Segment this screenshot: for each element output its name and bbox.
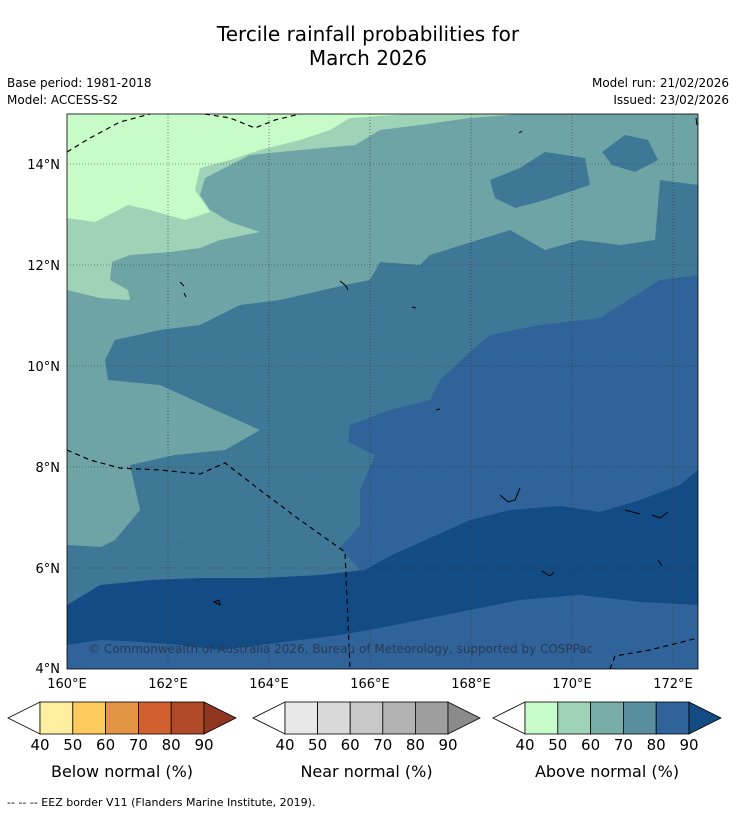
- colorbar-segment: [349, 701, 384, 735]
- colorbar-tick-label: 90: [438, 736, 458, 754]
- lon-label: 162°E: [148, 677, 188, 692]
- model-name: Model: ACCESS-S2: [7, 93, 119, 107]
- colorbar-high-extend: [447, 701, 481, 735]
- colorbar-segment: [39, 701, 74, 735]
- lon-label: 160°E: [47, 677, 87, 692]
- colorbar-tick-label: 70: [373, 736, 393, 754]
- title-line-2: March 2026: [308, 46, 428, 70]
- colorbar-near-normal: [252, 701, 481, 735]
- lon-label: 168°E: [451, 677, 491, 692]
- colorbar-tick-label: 40: [515, 736, 535, 754]
- graticule: [67, 114, 698, 669]
- map-border: [66, 113, 699, 670]
- eez-borders: [67, 114, 698, 669]
- contour-70-80-island: [490, 152, 590, 208]
- colorbar-tick-label: 40: [275, 736, 295, 754]
- lat-label: 8°N: [36, 461, 61, 476]
- colorbar-below-normal: [7, 701, 237, 735]
- colorbar-segment: [137, 701, 172, 735]
- colorbars: [7, 701, 722, 735]
- colorbar-tick-label: 50: [63, 736, 83, 754]
- colorbar-low-extend: [7, 701, 41, 735]
- colorbar-tick-label: 60: [340, 736, 360, 754]
- map-figure: © Commonwealth of Australia 2026, Bureau…: [27, 113, 699, 692]
- contour-70-80-sw: [67, 540, 360, 605]
- colorbar-low-extend: [492, 701, 526, 735]
- lat-label: 14°N: [27, 158, 60, 173]
- lon-label: 166°E: [350, 677, 390, 692]
- colorbar-tick-label: 80: [646, 736, 666, 754]
- issued-date: Issued: 23/02/2026: [613, 93, 729, 107]
- colorbar-segment: [557, 701, 591, 735]
- colorbar-segment: [524, 701, 559, 735]
- colorbar-tick-label: 80: [161, 736, 181, 754]
- contour-40-50: [67, 114, 410, 222]
- lat-label: 6°N: [36, 562, 61, 577]
- lon-label: 164°E: [249, 677, 289, 692]
- colorbar-near-label: Near normal (%): [300, 762, 433, 781]
- colorbar-segment: [382, 701, 416, 735]
- colorbar-segment: [284, 701, 318, 735]
- lat-label: 10°N: [27, 360, 60, 375]
- colorbar-high-extend: [688, 701, 722, 735]
- colorbar-segment: [72, 701, 107, 735]
- colorbar-tick-label: 40: [30, 736, 50, 754]
- colorbar-tick-label: 60: [96, 736, 116, 754]
- copyright-text: © Commonwealth of Australia 2026, Bureau…: [88, 642, 593, 656]
- colorbar-segment: [414, 701, 449, 735]
- colorbar-tick-label: 90: [194, 736, 214, 754]
- colorbar-segment: [317, 701, 351, 735]
- colorbar-segment: [105, 701, 139, 735]
- eez-footer-note: -- -- -- EEZ border V11 (Flanders Marine…: [7, 796, 316, 809]
- meta-left: Base period: 1981-2018 Model: ACCESS-S2: [7, 75, 152, 109]
- colorbar-tick-label: 90: [679, 736, 699, 754]
- lat-label: 12°N: [27, 259, 60, 274]
- colorbar-tick-label: 80: [405, 736, 425, 754]
- colorbar-tick-label: 70: [128, 736, 148, 754]
- colorbar-above-label: Above normal (%): [534, 762, 680, 781]
- colorbar-segment: [655, 701, 690, 735]
- colorbar-segment: [170, 701, 205, 735]
- colorbar-below-label: Below normal (%): [50, 762, 194, 781]
- lon-label: 170°E: [552, 677, 592, 692]
- contour-80-90-south: [67, 595, 698, 669]
- contour-90-plus: [67, 470, 698, 650]
- base-period: Base period: 1981-2018: [7, 76, 152, 90]
- colorbar-tick-label: 60: [581, 736, 601, 754]
- islands: [179, 117, 698, 606]
- colorbar-low-extend: [252, 701, 286, 735]
- title-line-1: Tercile rainfall probabilities for: [216, 22, 520, 46]
- colorbar-tick-label: 50: [548, 736, 568, 754]
- map-title: Tercile rainfall probabilities for March…: [0, 22, 736, 70]
- lat-label: 4°N: [36, 662, 61, 677]
- model-run: Model run: 21/02/2026: [591, 76, 729, 90]
- longitude-labels: 160°E 162°E 164°E 166°E 168°E 170°E 172°…: [47, 677, 693, 692]
- latitude-labels: 14°N 12°N 10°N 8°N 6°N 4°N: [27, 158, 60, 677]
- probability-contours: [67, 114, 698, 669]
- contour-70-80-island-2: [602, 135, 658, 172]
- colorbar-segment: [623, 701, 657, 735]
- colorbar-tick-label: 50: [308, 736, 328, 754]
- colorbar-segment: [590, 701, 624, 735]
- meta-right: Model run: 21/02/2026 Issued: 23/02/2026: [592, 75, 729, 109]
- colorbar-high-extend: [203, 701, 237, 735]
- colorbar-above-normal: [492, 701, 722, 735]
- colorbar-tick-label: 70: [613, 736, 633, 754]
- lon-label: 172°E: [653, 677, 693, 692]
